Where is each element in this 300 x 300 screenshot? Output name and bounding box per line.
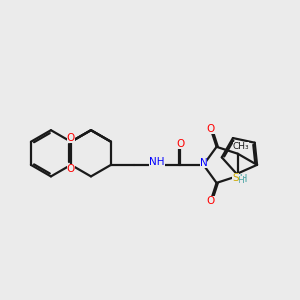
Text: O: O [67,164,75,174]
Text: O: O [207,124,215,134]
Text: O: O [67,133,75,142]
Text: H: H [237,176,244,185]
Text: NH: NH [232,174,248,184]
Text: N: N [200,158,207,168]
Text: CH₃: CH₃ [233,142,249,151]
Text: O: O [207,196,215,206]
Text: NH: NH [149,158,165,167]
Text: O: O [176,139,184,149]
Text: S: S [232,172,239,183]
